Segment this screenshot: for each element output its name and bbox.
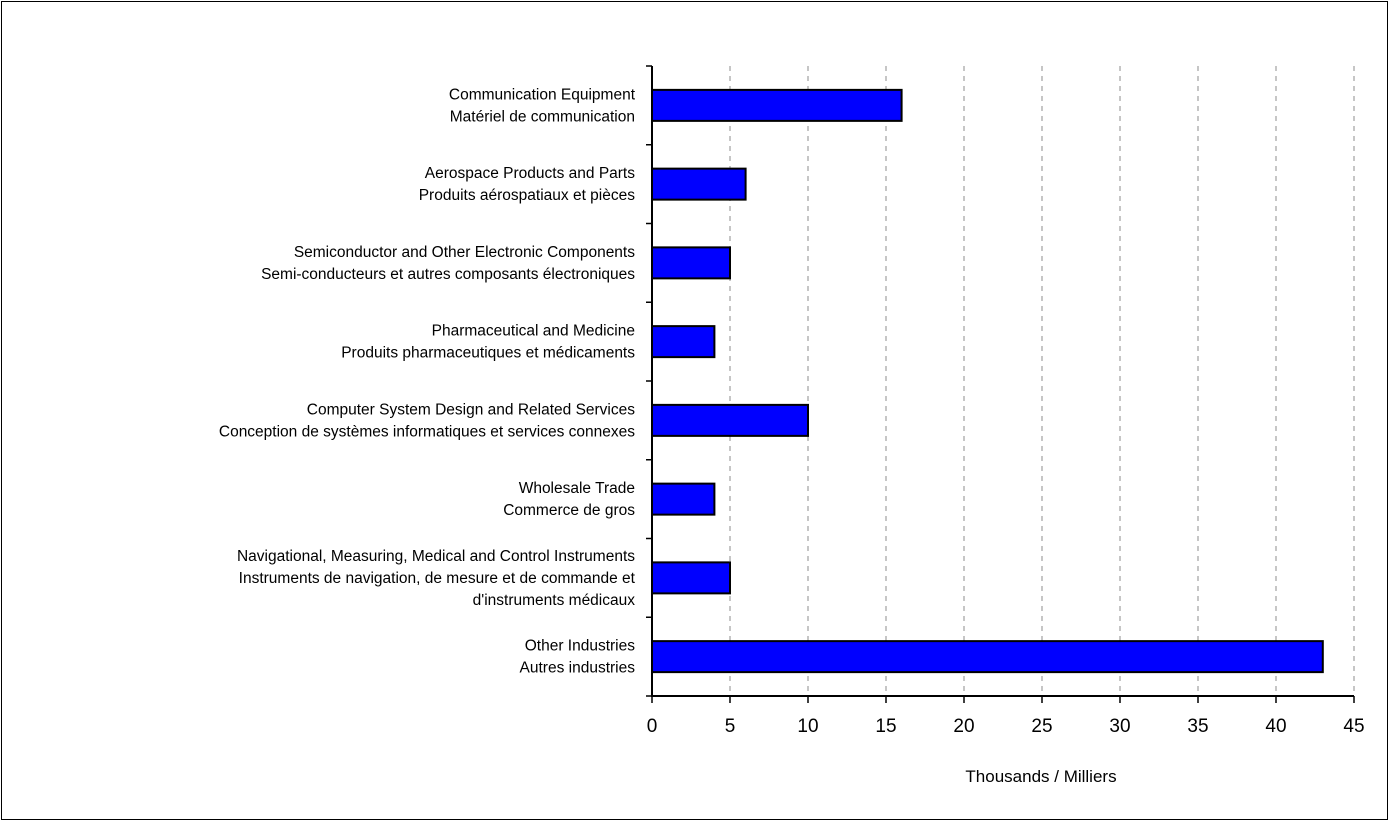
category-label: Communication Equipment Matériel de commu… [449, 86, 636, 125]
category-label-line: Produits aérospatiaux et pièces [419, 187, 636, 204]
bar [651, 246, 731, 280]
x-tick-label: 40 [1265, 716, 1286, 737]
category-label-line: Conception de systèmes informatiques et … [219, 423, 635, 440]
category-label: Pharmaceutical and Medicine Produits phar… [341, 323, 635, 362]
x-tick-label: 5 [725, 716, 736, 737]
x-axis-label: Thousands / Milliers [965, 767, 1116, 786]
x-tick-label: 0 [647, 716, 658, 737]
x-tick-label: 20 [953, 716, 974, 737]
category-label: Wholesale Trade Commerce de gros [503, 480, 635, 519]
category-label: Semiconductor and Other Electronic Compo… [261, 244, 635, 283]
category-label-line: Aerospace Products and Parts [425, 165, 635, 182]
category-labels: Communication Equipment Matériel de commu… [219, 86, 636, 676]
category-label-line: Wholesale Trade [519, 480, 635, 497]
category-label-line: Matériel de communication [450, 108, 635, 125]
category-label-line: Commerce de gros [503, 502, 635, 519]
axes [646, 65, 1355, 703]
bar [651, 88, 903, 122]
category-label-line: Produits pharmaceutiques et médicaments [341, 345, 635, 362]
category-label: Other Industries Autres industries [520, 638, 636, 677]
category-label-line: Navigational, Measuring, Medical and Con… [237, 548, 635, 565]
category-label: Navigational, Measuring, Medical and Con… [237, 548, 636, 609]
gridlines [729, 66, 1355, 696]
x-tick-label: 10 [797, 716, 818, 737]
bar [651, 325, 716, 359]
bar [651, 561, 731, 595]
bar [651, 640, 1324, 674]
category-label-line: Semiconductor and Other Electronic Compo… [294, 244, 635, 261]
category-label-line: Communication Equipment [449, 86, 636, 103]
x-tick-label: 25 [1031, 716, 1052, 737]
x-tick-label: 30 [1109, 716, 1130, 737]
bar [651, 403, 809, 437]
category-label-line: d'instruments médicaux [473, 592, 636, 609]
x-tick-label: 35 [1187, 716, 1208, 737]
category-label-line: Other Industries [525, 638, 636, 655]
bar [651, 482, 716, 516]
category-label-line: Pharmaceutical and Medicine [432, 323, 635, 340]
category-label-line: Computer System Design and Related Servi… [307, 401, 635, 418]
category-label-line: Instruments de navigation, de mesure et … [239, 570, 636, 587]
category-label: Computer System Design and Related Servi… [219, 401, 635, 440]
bar [651, 167, 747, 201]
x-tick-label: 15 [875, 716, 896, 737]
category-label: Aerospace Products and Parts Produits aér… [419, 165, 636, 204]
category-label-line: Semi-conducteurs et autres composants él… [261, 266, 635, 283]
x-tick-label: 45 [1343, 716, 1364, 737]
x-tick-labels: 0 5 10 15 20 25 30 35 40 45 [647, 716, 1365, 737]
category-label-line: Autres industries [520, 660, 636, 677]
bars [651, 88, 1324, 674]
